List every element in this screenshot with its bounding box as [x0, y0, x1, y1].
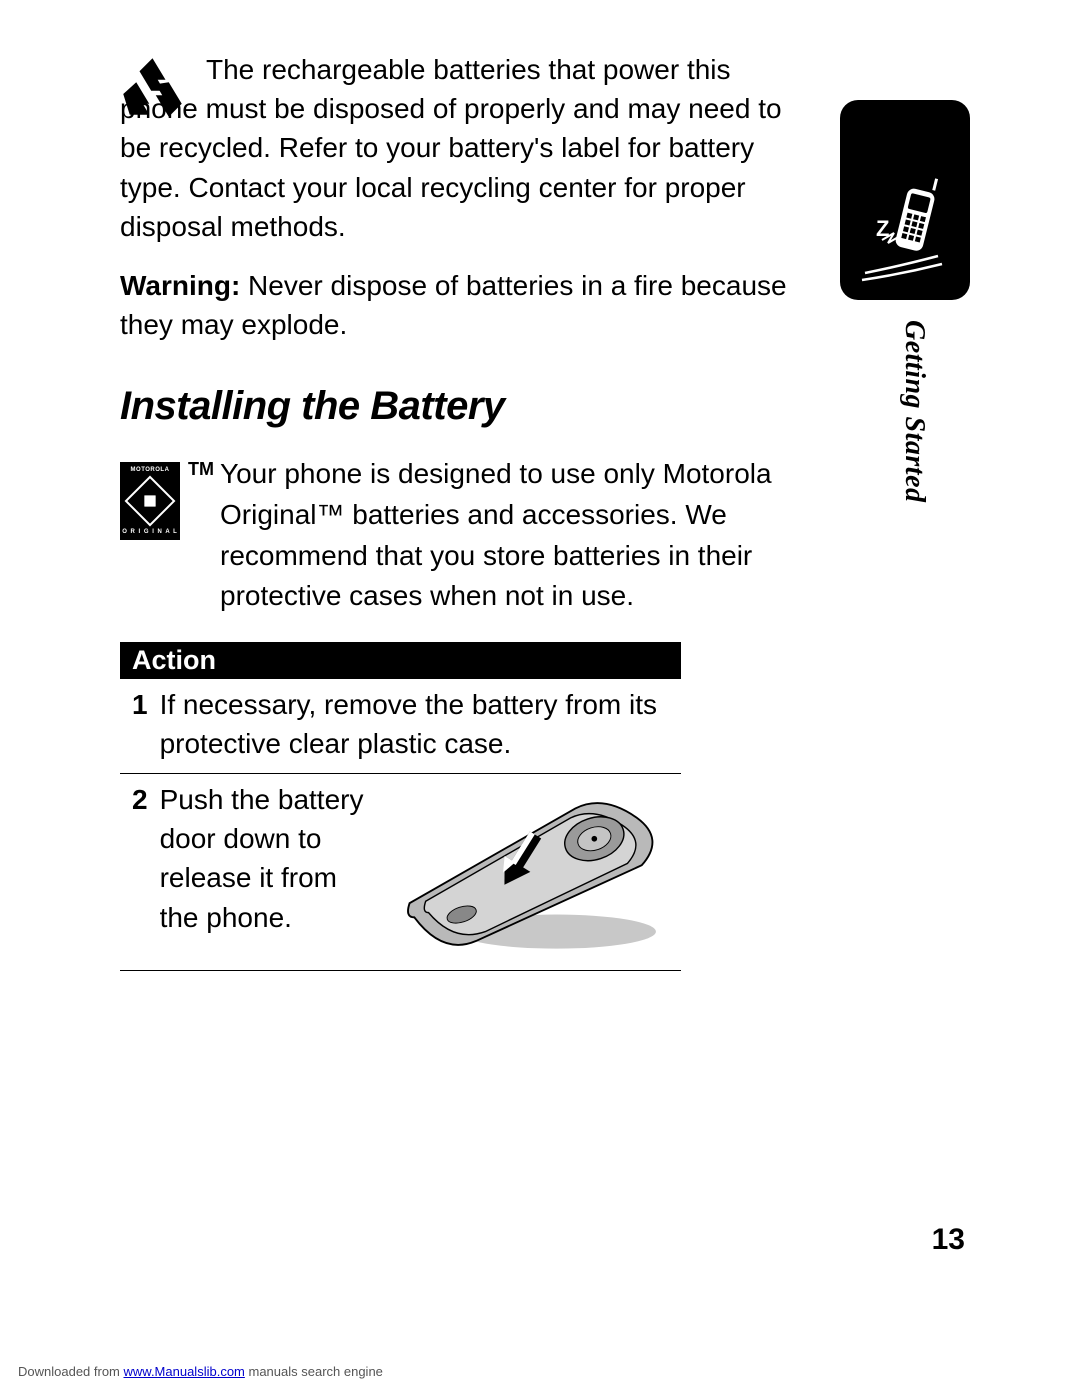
- footer-pre: Downloaded from: [18, 1364, 124, 1379]
- phone-battery-illustration: [383, 780, 673, 960]
- action-header: Action: [120, 642, 681, 679]
- section-heading: Installing the Battery: [120, 384, 800, 429]
- icon-top-text: MOTOROLA: [131, 467, 170, 473]
- recycle-paragraph-1: The rechargeable batteries that power th…: [120, 50, 800, 168]
- step-content: Push the battery door down to release it…: [152, 774, 681, 971]
- icon-bottom-text: O R I G I N A L: [122, 529, 178, 535]
- step-text: Push the battery door down to release it…: [160, 780, 365, 937]
- action-step-2: 2 Push the battery door down to release …: [120, 774, 681, 971]
- action-step-1: 1 If necessary, remove the battery from …: [120, 679, 681, 774]
- action-table: Action 1 If necessary, remove the batter…: [120, 642, 681, 971]
- footer-link[interactable]: www.Manualslib.com: [124, 1364, 245, 1379]
- diamond-shape: [125, 476, 176, 527]
- recycle-icon: [120, 55, 185, 120]
- original-paragraph: Your phone is designed to use only Motor…: [220, 454, 800, 616]
- motorola-original-section: MOTOROLA O R I G I N A L TM Your phone i…: [120, 454, 800, 616]
- side-tab: Z: [840, 100, 970, 300]
- side-section-label: Getting Started: [898, 320, 930, 503]
- footer: Downloaded from www.Manualslib.com manua…: [18, 1364, 383, 1379]
- warning-label: Warning:: [120, 270, 240, 301]
- side-phone-icon: Z: [860, 178, 955, 288]
- step-number: 2: [120, 774, 152, 971]
- step-text: If necessary, remove the battery from it…: [152, 679, 681, 774]
- warning-paragraph: Warning: Never dispose of batteries in a…: [120, 266, 800, 344]
- motorola-original-icon: MOTOROLA O R I G I N A L: [120, 462, 180, 540]
- step-number: 1: [120, 679, 152, 774]
- page-number: 13: [932, 1223, 965, 1257]
- recycle-section: The rechargeable batteries that power th…: [120, 50, 800, 246]
- action-header-row: Action: [120, 642, 681, 679]
- recycle-paragraph-2: type. Contact your local recycling cente…: [120, 168, 800, 246]
- footer-post: manuals search engine: [245, 1364, 383, 1379]
- tm-mark: TM: [188, 459, 214, 480]
